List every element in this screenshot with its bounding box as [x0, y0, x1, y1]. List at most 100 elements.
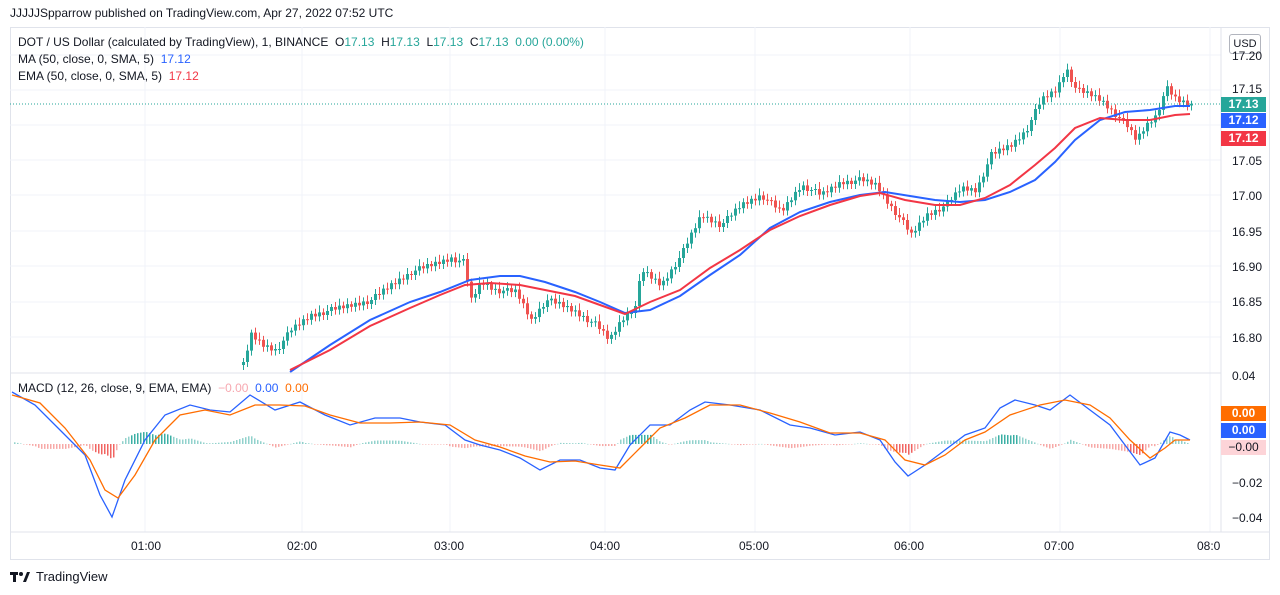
candle-body — [778, 207, 781, 209]
time-tick: 07:00 — [1044, 539, 1075, 553]
footer-brand[interactable]: TradingView — [36, 569, 108, 584]
macd-histogram-bar — [764, 444, 766, 445]
candle-body — [930, 213, 933, 215]
macd-histogram-bar — [1067, 441, 1069, 444]
ma-line — [289, 105, 1190, 373]
candle-body — [1130, 127, 1133, 131]
macd-histogram-bar — [1061, 444, 1063, 445]
macd-histogram-bar — [14, 442, 16, 444]
macd-histogram-bar — [503, 444, 505, 447]
macd-histogram-bar — [989, 439, 991, 444]
macd-histogram-bar — [710, 442, 712, 444]
candle-body — [886, 194, 889, 204]
macd-histogram-bar — [1070, 439, 1072, 444]
candle-body — [946, 200, 949, 207]
macd-badge: 0.00 — [1221, 423, 1266, 438]
macd-histogram-bar — [680, 442, 682, 444]
macd-histogram-bar — [227, 442, 229, 444]
candle-body — [1178, 96, 1181, 103]
macd-histogram-bar — [683, 441, 685, 444]
macd-histogram-bar — [611, 444, 613, 446]
macd-histogram-bar — [1124, 444, 1126, 452]
macd-histogram-bar — [326, 444, 328, 446]
macd-histogram-bar — [32, 444, 34, 446]
symbol-legend[interactable]: DOT / US Dollar (calculated by TradingVi… — [18, 35, 584, 49]
candle-body — [474, 294, 477, 298]
chart-pane[interactable] — [10, 27, 1270, 560]
macd-histogram-bar — [821, 444, 823, 445]
candle-body — [938, 209, 941, 212]
macd-histogram-bar — [47, 444, 49, 449]
macd-histogram-bar — [107, 444, 109, 456]
macd-histogram-bar — [386, 440, 388, 444]
macd-histogram-bar — [362, 443, 364, 444]
candle-body — [250, 332, 253, 351]
macd-histogram-bar — [191, 438, 193, 444]
macd-histogram-bar — [230, 441, 232, 444]
candle-body — [1170, 86, 1173, 95]
macd-histogram-bar — [899, 444, 901, 453]
macd-histogram-bar — [488, 444, 490, 447]
tradingview-footer[interactable]: TradingView — [10, 569, 108, 584]
macd-histogram-bar — [833, 444, 835, 446]
macd-histogram-bar — [1022, 437, 1024, 444]
macd-histogram-bar — [1166, 438, 1168, 444]
candle-body — [1038, 104, 1041, 109]
ma-legend[interactable]: MA (50, close, 0, SMA, 5) 17.12 — [18, 52, 191, 66]
macd-legend[interactable]: MACD (12, 26, close, 9, EMA, EMA) −0.00 … — [18, 381, 309, 395]
candle-body — [598, 321, 601, 330]
candle-body — [662, 280, 665, 286]
candle-body — [750, 198, 753, 204]
macd-histogram-bar — [1160, 442, 1162, 444]
candle-body — [838, 182, 841, 188]
candle-body — [762, 195, 765, 200]
high-value: 17.13 — [389, 35, 420, 49]
macd-histogram-bar — [1073, 440, 1075, 444]
candle-body — [338, 305, 341, 310]
symbol-title[interactable]: DOT / US Dollar (calculated by TradingVi… — [18, 35, 329, 49]
macd-histogram-bar — [863, 443, 865, 445]
price-tick: 17.20 — [1232, 49, 1263, 63]
macd-histogram-bar — [128, 436, 130, 444]
macd-histogram-bar — [968, 440, 970, 444]
candle-body — [498, 288, 501, 294]
macd-histogram-bar — [731, 444, 733, 445]
macd-histogram-bar — [644, 434, 646, 444]
macd-histogram-bar — [923, 444, 925, 446]
macd-histogram-bar — [422, 444, 424, 445]
ema-legend[interactable]: EMA (50, close, 0, SMA, 5) 17.12 — [18, 69, 199, 83]
currency-button[interactable]: USD — [1229, 34, 1261, 54]
candle-body — [714, 221, 717, 223]
macd-histogram-bar — [872, 444, 874, 445]
candle-body — [450, 257, 453, 262]
price-tick: 17.15 — [1232, 82, 1263, 96]
macd-histogram-bar — [455, 444, 457, 448]
macd-histogram-bar — [995, 436, 997, 444]
ma-value: 17.12 — [160, 52, 191, 66]
macd-histogram-bar — [971, 440, 973, 444]
candle-body — [578, 310, 581, 317]
candle-body — [462, 259, 465, 261]
macd-histogram-bar — [1001, 434, 1003, 444]
macd-histogram-bar — [1079, 443, 1081, 444]
candle-body — [586, 315, 589, 323]
candle-body — [1002, 148, 1005, 151]
candle-body — [810, 190, 813, 191]
macd-histogram-bar — [575, 443, 577, 444]
macd-histogram-bar — [959, 440, 961, 444]
candle-body — [1046, 96, 1049, 98]
macd-histogram-bar — [1154, 444, 1156, 447]
macd-histogram-bar — [929, 443, 931, 444]
candle-body — [794, 191, 797, 201]
macd-histogram-bar — [200, 441, 202, 444]
macd-histogram-bar — [437, 444, 439, 445]
macd-histogram-bar — [239, 439, 241, 444]
macd-histogram-bar — [956, 440, 958, 444]
candle-body — [1078, 87, 1081, 89]
macd-histogram-bar — [761, 443, 763, 445]
macd-histogram-bar — [23, 444, 25, 445]
candle-body — [678, 258, 681, 267]
candle-body — [422, 266, 425, 269]
macd-line — [11, 391, 1191, 519]
